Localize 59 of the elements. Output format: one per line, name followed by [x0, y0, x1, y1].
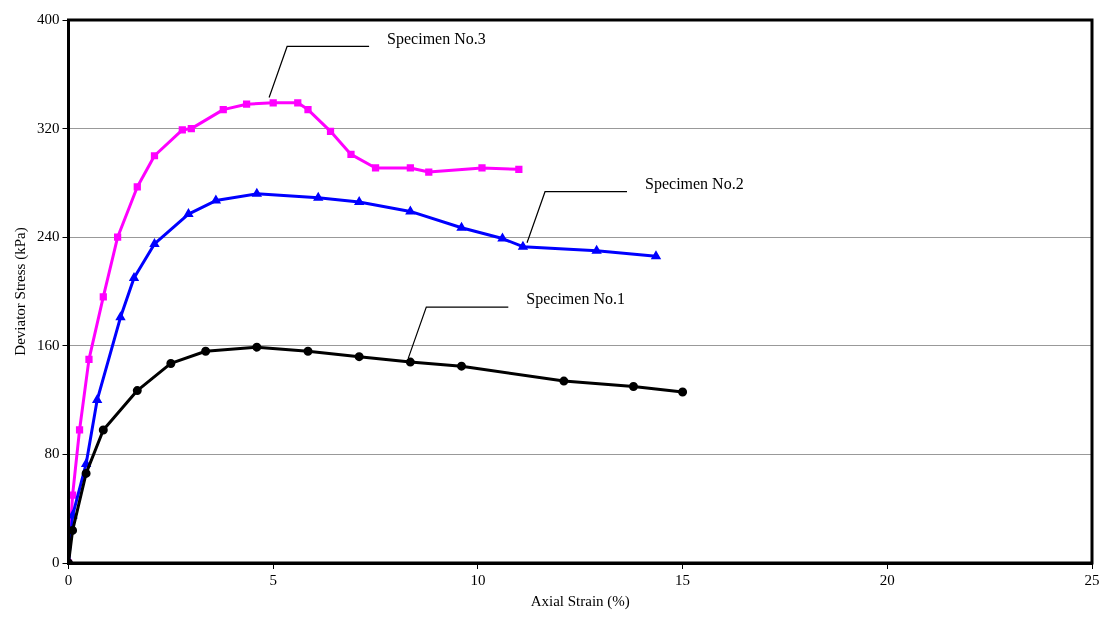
point	[457, 361, 467, 371]
annotation: Specimen No.1	[526, 290, 625, 309]
point	[81, 468, 91, 478]
point	[114, 233, 122, 241]
point	[515, 165, 523, 173]
x-axis-title: Axial Strain (%)	[530, 592, 630, 610]
y-axis-title: Deviator Stress (kPa)	[11, 227, 29, 356]
point	[242, 100, 251, 108]
point	[355, 197, 364, 205]
point	[98, 425, 108, 435]
point	[166, 358, 176, 368]
point	[85, 355, 93, 363]
point	[187, 124, 195, 133]
point	[75, 426, 84, 434]
point	[354, 352, 364, 362]
y-tick-label: 0	[52, 553, 60, 570]
y-tick-label: 160	[37, 336, 60, 353]
point	[150, 239, 159, 247]
point	[82, 459, 91, 467]
point	[326, 127, 335, 135]
point	[303, 346, 313, 356]
y-tick-label: 400	[37, 10, 60, 27]
point	[99, 293, 107, 301]
point	[132, 386, 142, 396]
point	[406, 206, 415, 215]
point	[628, 382, 638, 392]
x-tick-label: 15	[675, 571, 691, 588]
y-tick-label: 320	[37, 119, 60, 136]
point	[129, 273, 139, 281]
point	[371, 164, 380, 172]
point	[406, 164, 414, 172]
point	[219, 105, 227, 114]
point	[133, 183, 141, 191]
x-tick-label: 0	[64, 571, 73, 588]
point	[93, 395, 102, 404]
point	[150, 152, 159, 160]
x-tick-label: 25	[1084, 571, 1100, 588]
point	[252, 342, 262, 352]
point	[178, 126, 186, 134]
point	[347, 150, 355, 159]
point	[559, 376, 569, 386]
annotation: Specimen No.3	[387, 29, 486, 48]
point	[184, 209, 193, 218]
x-tick-label: 20	[879, 571, 895, 588]
point	[651, 251, 661, 260]
y-tick-label: 240	[37, 228, 60, 245]
point	[678, 387, 688, 397]
point	[294, 99, 302, 107]
point	[201, 346, 211, 356]
x-tick-label: 10	[470, 571, 486, 588]
point	[269, 99, 277, 107]
point	[405, 357, 415, 367]
point	[425, 168, 433, 176]
x-tick-label: 5	[269, 571, 277, 588]
point	[478, 164, 486, 172]
y-tick-label: 80	[44, 445, 60, 462]
annotation: Specimen No.2	[645, 174, 744, 193]
point	[116, 312, 125, 321]
point	[304, 105, 312, 114]
